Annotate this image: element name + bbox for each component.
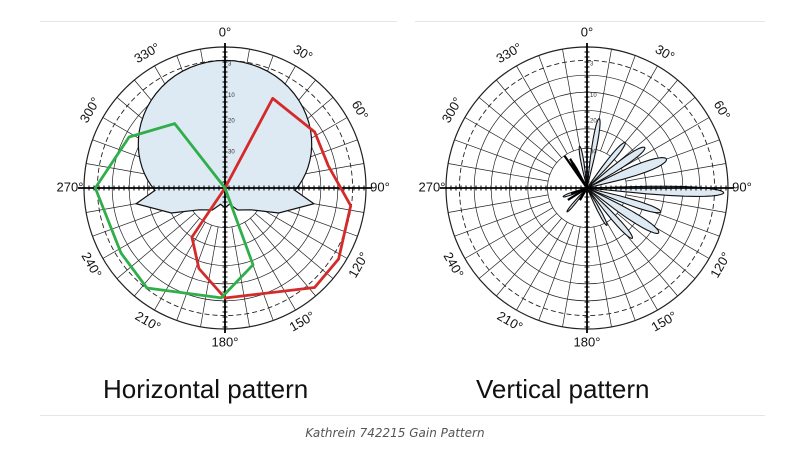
vertical-spoke-280 xyxy=(448,163,549,182)
horizontal-angle-label-270: 270° xyxy=(57,179,84,194)
horizontal-spoke-150 xyxy=(244,222,296,311)
vertical-pattern-title: Vertical pattern xyxy=(476,374,650,404)
top-rule-left xyxy=(40,21,397,22)
vertical-spoke-220 xyxy=(496,218,562,297)
top-rule-right xyxy=(415,21,765,22)
horizontal-spoke-210 xyxy=(154,222,206,311)
vertical-spoke-320 xyxy=(496,79,562,158)
horizontal-spoke-240 xyxy=(102,207,191,259)
vertical-spoke-290 xyxy=(454,139,551,175)
figure-caption: Kathrein 742215 Gain Pattern xyxy=(305,426,485,440)
vertical-lobe-2 xyxy=(586,146,646,189)
vertical-spike-1 xyxy=(569,158,588,189)
vertical-angle-label-180: 180° xyxy=(574,334,601,349)
vertical-spoke-350 xyxy=(562,49,581,150)
vertical-angle-label-60: 60° xyxy=(711,98,734,123)
vertical-db-label-3: 3 xyxy=(590,61,594,67)
vertical-angle-label-270: 270° xyxy=(419,179,446,194)
vertical-spoke-260 xyxy=(448,194,549,213)
vertical-lobe-6 xyxy=(586,187,634,239)
horizontal-green-trace xyxy=(93,122,255,300)
vertical-spoke-60 xyxy=(621,117,710,169)
vertical-spoke-340 xyxy=(538,55,574,152)
vertical-spike-3 xyxy=(570,186,588,195)
horizontal-angle-label-300: 300° xyxy=(77,95,103,126)
vertical-lobe-1 xyxy=(586,157,668,189)
vertical-spoke-80 xyxy=(625,163,726,182)
vertical-angle-label-300: 300° xyxy=(439,95,465,126)
vertical-lobe-5 xyxy=(586,187,660,234)
vertical-lobe-11 xyxy=(566,187,588,213)
vertical-angle-label-0: 0° xyxy=(581,24,593,39)
horizontal-db-label-10: 10 xyxy=(228,93,235,99)
vertical-spoke-20 xyxy=(600,55,636,152)
vertical-db-label-30: 30 xyxy=(590,150,597,156)
vertical-db-label-10: 10 xyxy=(590,93,597,99)
horizontal-spoke-140 xyxy=(250,218,316,297)
vertical-angle-label-330: 330° xyxy=(494,40,525,66)
horizontal-db-label-20: 20 xyxy=(228,119,235,125)
horizontal-spoke-220 xyxy=(134,218,200,297)
horizontal-spoke-190 xyxy=(200,226,219,327)
vertical-spoke-250 xyxy=(454,201,551,237)
vertical-angle-label-30: 30° xyxy=(653,41,678,64)
vertical-spoke-210 xyxy=(516,222,568,311)
vertical-spoke-200 xyxy=(538,224,574,321)
vertical-spoke-30 xyxy=(606,65,658,154)
vertical-spoke-100 xyxy=(625,194,726,213)
vertical-spoke-130 xyxy=(617,213,696,279)
horizontal-spoke-120 xyxy=(259,207,348,259)
horizontal-angle-label-60: 60° xyxy=(349,98,372,123)
horizontal-angle-label-90: 90° xyxy=(370,179,390,194)
vertical-axes: 3 10 20 30 xyxy=(440,43,734,333)
vertical-spoke-160 xyxy=(600,224,636,321)
vertical-spoke-300 xyxy=(464,117,553,169)
vertical-lobe-9 xyxy=(578,145,588,189)
horizontal-angle-label-330: 330° xyxy=(132,40,163,66)
vertical-db-label-20: 20 xyxy=(590,119,597,125)
horizontal-angle-label-30: 30° xyxy=(291,41,316,64)
vertical-spoke-240 xyxy=(464,207,553,259)
horizontal-spoke-200 xyxy=(176,224,212,321)
vertical-spoke-190 xyxy=(562,226,581,327)
vertical-lobe-8 xyxy=(586,117,601,189)
vertical-lobe-4 xyxy=(586,187,662,214)
vertical-spoke-50 xyxy=(617,97,696,163)
vertical-spoke-170 xyxy=(593,226,612,327)
bottom-rule xyxy=(40,415,765,416)
horizontal-db-label-3: 3 xyxy=(228,61,232,67)
vertical-lobe-3 xyxy=(586,141,626,189)
horizontal-pattern-title: Horizontal pattern xyxy=(103,374,309,404)
horizontal-spoke-130 xyxy=(255,213,334,279)
horizontal-spoke-230 xyxy=(116,213,195,279)
vertical-lobe-7 xyxy=(586,187,608,226)
vertical-spoke-330 xyxy=(516,65,568,154)
horizontal-db-label-30: 30 xyxy=(228,150,235,156)
vertical-spoke-310 xyxy=(478,97,557,163)
vertical-spoke-230 xyxy=(478,213,557,279)
vertical-angle-label-90: 90° xyxy=(732,179,752,194)
horizontal-angle-label-0: 0° xyxy=(219,24,231,39)
horizontal-angle-label-180: 180° xyxy=(212,334,239,349)
horizontal-red-trace xyxy=(190,97,353,300)
vertical-spoke-150 xyxy=(606,222,658,311)
